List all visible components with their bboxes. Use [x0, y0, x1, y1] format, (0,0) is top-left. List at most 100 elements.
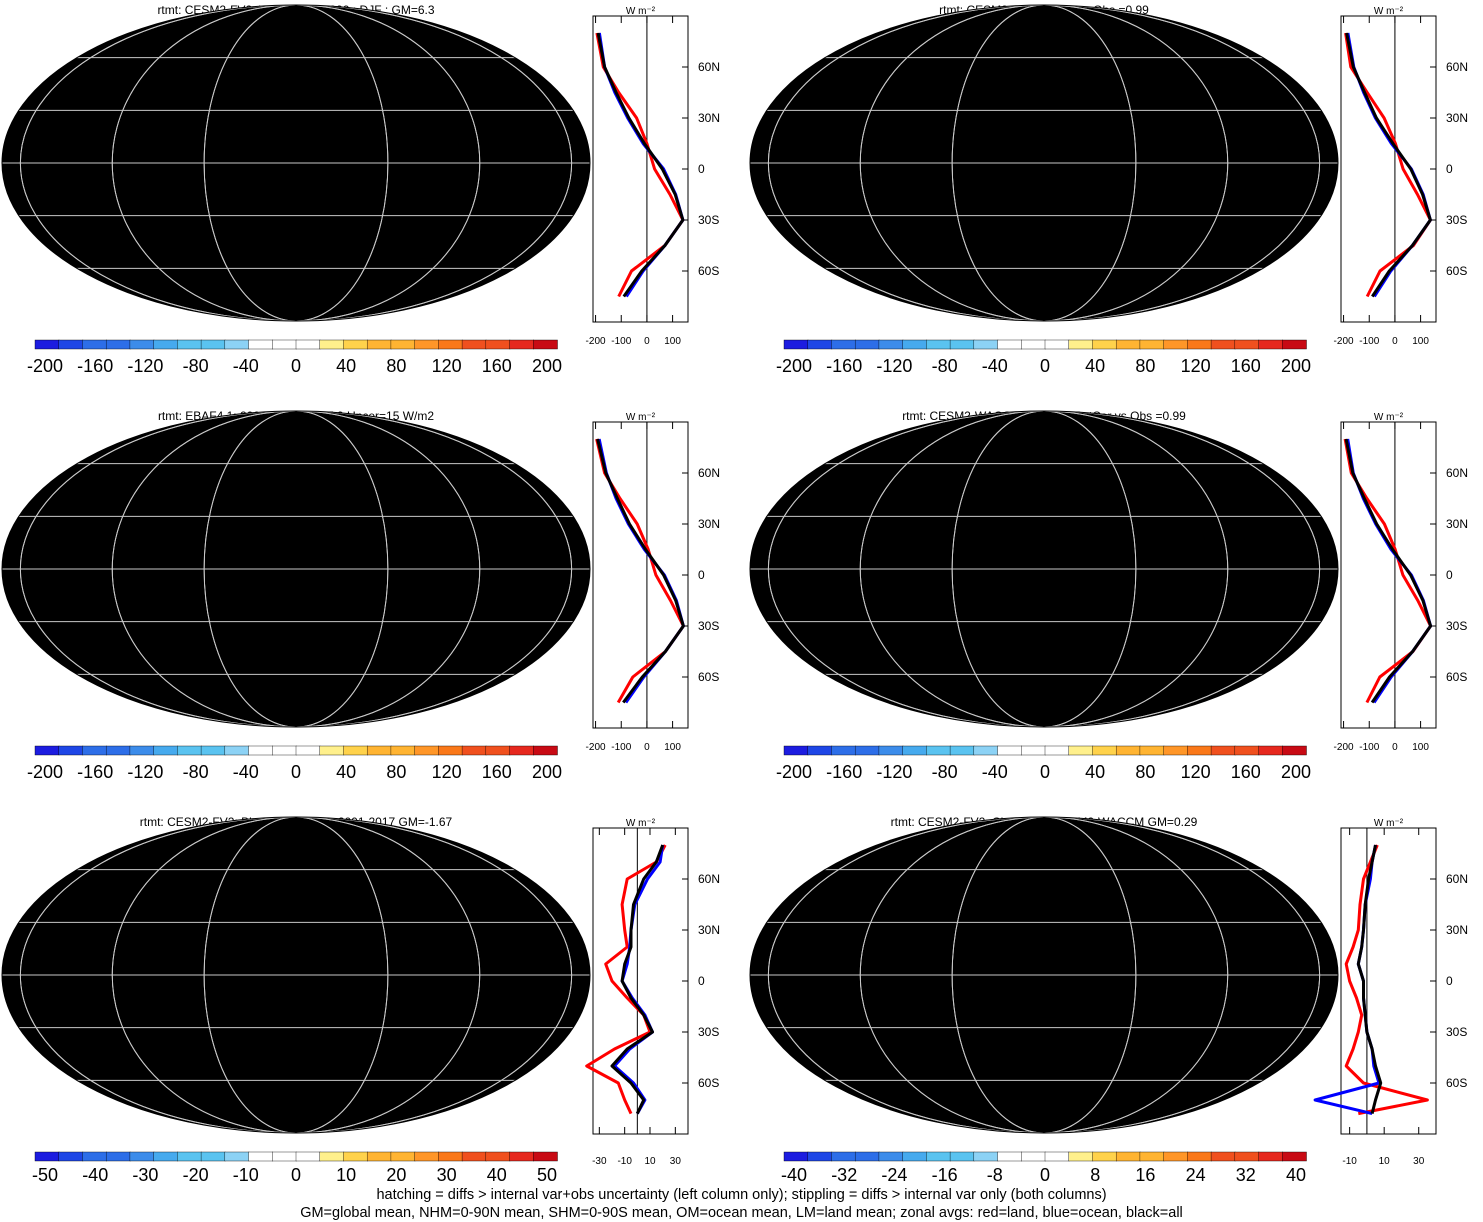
zonal-lat-label: 60N — [698, 60, 720, 74]
colorbar-label: 80 — [386, 762, 406, 782]
zonal-x-tick: 100 — [1412, 336, 1429, 347]
colorbar-label: 120 — [1181, 356, 1211, 376]
map-field — [2, 411, 590, 727]
colorbar-label: 0 — [291, 762, 301, 782]
colorbar-label: 10 — [336, 1165, 356, 1185]
panel-p5: rtmt: CESM2-FV2: Bias vs EBAF4.1: 2001-2… — [1, 815, 720, 1185]
zonal-lat-label: 60S — [1446, 1076, 1467, 1090]
colorbar: -50 -40 -30 -20 -10 0 10 20 30 40 50 — [32, 1151, 558, 1185]
zonal-x-tick: -10 — [617, 1156, 632, 1167]
zonal-line-all — [1344, 438, 1433, 704]
colorbar-label: 40 — [336, 356, 356, 376]
zonal-line-land — [1344, 844, 1429, 1116]
zonal-x-tick: 0 — [644, 336, 650, 347]
colorbar-label: -120 — [876, 762, 912, 782]
colorbar-label: 120 — [1181, 762, 1211, 782]
colorbar-label: -200 — [27, 762, 63, 782]
zonal-plot: -10 10 30 60N 30N 0 30S 60S W m⁻² — [1313, 818, 1468, 1167]
zonal-lat-label: 30N — [1446, 923, 1468, 937]
colorbar-label: -40 — [982, 356, 1008, 376]
zonal-x-tick: 0 — [1392, 336, 1398, 347]
colorbar-label: -50 — [32, 1165, 58, 1185]
zonal-lat-label: 30N — [1446, 517, 1468, 531]
colorbar-label: 0 — [1040, 356, 1050, 376]
colorbar-label: 40 — [1085, 762, 1105, 782]
colorbar-label: 200 — [1281, 356, 1311, 376]
colorbar: -200 -160 -120 -80 -40 0 40 80 120 160 200 — [776, 339, 1311, 376]
colorbar-label: 20 — [386, 1165, 406, 1185]
map-border — [1, 816, 591, 1134]
zonal-lat-label: 30N — [1446, 111, 1468, 125]
colorbar-label: -30 — [132, 1165, 158, 1185]
zonal-x-tick: -200 — [586, 336, 606, 347]
zonal-x-tick: 30 — [670, 1156, 682, 1167]
colorbar-label: -40 — [233, 762, 259, 782]
zonal-line-ocean — [597, 32, 685, 298]
colorbar-label: 30 — [437, 1165, 457, 1185]
zonal-lat-label: 30S — [698, 1025, 719, 1039]
coastlines — [785, 24, 1255, 315]
map-border — [1, 410, 591, 728]
colorbar-label: -200 — [776, 356, 812, 376]
zonal-lat-label: 0 — [1446, 568, 1453, 582]
map-border — [1, 4, 591, 322]
panel-p1: rtmt: CESM2-FV2: Years 1980-1999 : DJF :… — [1, 3, 720, 376]
panel-p3: rtmt: EBAF4.1: 2001-2017 GM=7.9 Uncer=15… — [1, 409, 720, 782]
zonal-lat-label: 60S — [698, 264, 719, 278]
zonal-lat-label: 30S — [1446, 619, 1467, 633]
panel-p4: rtmt: CESM2-WACCM: GM=6.0 PatCor vs Obs … — [749, 409, 1468, 782]
colorbar-label: -20 — [183, 1165, 209, 1185]
footer-line-1: hatching = diffs > internal var+obs unce… — [376, 1187, 1107, 1203]
zonal-lat-label: 0 — [1446, 162, 1453, 176]
zonal-units: W m⁻² — [1374, 818, 1404, 829]
zonal-units: W m⁻² — [1374, 6, 1404, 17]
zonal-x-tick: 100 — [1412, 742, 1429, 753]
zonal-lat-label: 0 — [1446, 974, 1453, 988]
map-border — [749, 816, 1339, 1134]
coastlines — [785, 836, 1255, 1127]
zonal-line-land — [595, 32, 685, 298]
colorbar-label: -80 — [183, 356, 209, 376]
colorbar-label: 160 — [1231, 356, 1261, 376]
colorbar-label: 200 — [532, 762, 562, 782]
zonal-line-land — [1344, 32, 1432, 298]
zonal-lat-label: 60S — [1446, 670, 1467, 684]
colorbar-label: -120 — [127, 762, 163, 782]
zonal-lat-label: 60N — [698, 872, 720, 886]
zonal-lat-label: 60N — [1446, 60, 1468, 74]
zonal-x-tick: 30 — [1413, 1156, 1425, 1167]
zonal-line-ocean — [1346, 32, 1432, 298]
zonal-lat-label: 60S — [698, 1076, 719, 1090]
footer-line-2: GM=global mean, NHM=0-90N mean, SHM=0-90… — [300, 1205, 1183, 1221]
zonal-line-all — [596, 32, 685, 298]
colorbar-label: 32 — [1236, 1165, 1256, 1185]
colorbar-label: 40 — [1085, 356, 1105, 376]
colorbar-label: -24 — [881, 1165, 907, 1185]
panel-p6: rtmt: CESM2-FV2: Change vs CESM2-WACCM G… — [749, 815, 1468, 1185]
zonal-x-tick: -200 — [586, 742, 606, 753]
zonal-x-tick: 0 — [1392, 742, 1398, 753]
zonal-x-tick: -100 — [1359, 336, 1379, 347]
zonal-line-all — [610, 844, 665, 1115]
zonal-x-tick: -200 — [1334, 742, 1354, 753]
coastlines — [785, 430, 1255, 721]
colorbar-label: 120 — [432, 762, 462, 782]
colorbar-label: -160 — [77, 762, 113, 782]
colorbar-label: -10 — [233, 1165, 259, 1185]
colorbar-label: -16 — [932, 1165, 958, 1185]
colorbar-label: 160 — [482, 762, 512, 782]
zonal-x-tick: 0 — [644, 742, 650, 753]
zonal-x-tick: 10 — [644, 1156, 656, 1167]
zonal-x-tick: 10 — [1379, 1156, 1391, 1167]
colorbar-label: 200 — [1281, 762, 1311, 782]
colorbar-label: 200 — [532, 356, 562, 376]
coastlines — [37, 24, 507, 315]
zonal-lat-label: 30N — [698, 923, 720, 937]
colorbar-label: -200 — [776, 762, 812, 782]
colorbar-label: -120 — [876, 356, 912, 376]
colorbar-label: -40 — [233, 356, 259, 376]
colorbar: -200 -160 -120 -80 -40 0 40 80 120 160 200 — [27, 745, 562, 782]
colorbar-label: -8 — [987, 1165, 1003, 1185]
colorbar-label: 40 — [336, 762, 356, 782]
colorbar-label: -40 — [82, 1165, 108, 1185]
